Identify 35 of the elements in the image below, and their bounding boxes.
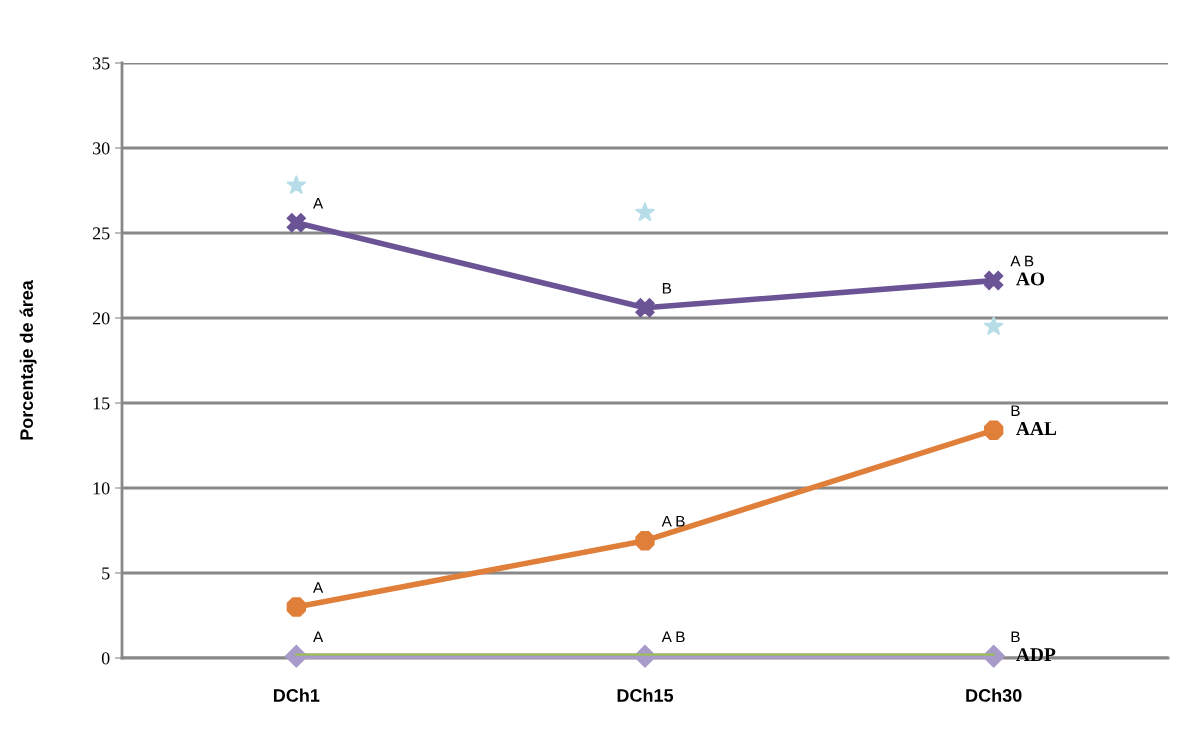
annotation: A B (1010, 255, 1034, 267)
point (983, 420, 1004, 440)
y-tick-label: 30 (93, 142, 110, 155)
annotation: A (313, 582, 324, 593)
y-tick-label: 25 (92, 227, 110, 240)
point (635, 531, 655, 551)
annotation: B (662, 283, 672, 294)
point (286, 174, 307, 195)
point (983, 315, 1004, 336)
annotation: B (1011, 405, 1020, 416)
x-tick-label: DCh1 (273, 688, 320, 702)
x-tick-label: DCh15 (617, 688, 674, 702)
series-label: AO (1016, 272, 1045, 286)
y-tick-label: 15 (93, 397, 110, 410)
annotation: A B (661, 631, 685, 643)
point (635, 298, 655, 318)
annotation: B (1011, 631, 1020, 643)
y-tick-label: 35 (93, 57, 110, 70)
y-tick-label: 20 (92, 312, 110, 325)
point (634, 202, 656, 222)
annotation: A (313, 631, 324, 643)
y-axis-title: Porcentaje de área (19, 280, 37, 440)
point (983, 270, 1004, 291)
series-label: AAL (1016, 422, 1057, 435)
point (284, 644, 308, 668)
y-tick-label: 5 (102, 567, 110, 580)
annotation: A (313, 198, 324, 209)
annotation: A B (661, 515, 685, 527)
point (982, 644, 1006, 668)
x-tick-label: DCh30 (966, 688, 1022, 702)
y-tick-label: 10 (93, 482, 110, 495)
point (286, 597, 307, 617)
point (286, 213, 307, 233)
series-label: ADP (1016, 648, 1056, 662)
y-tick-label: 0 (101, 652, 110, 665)
